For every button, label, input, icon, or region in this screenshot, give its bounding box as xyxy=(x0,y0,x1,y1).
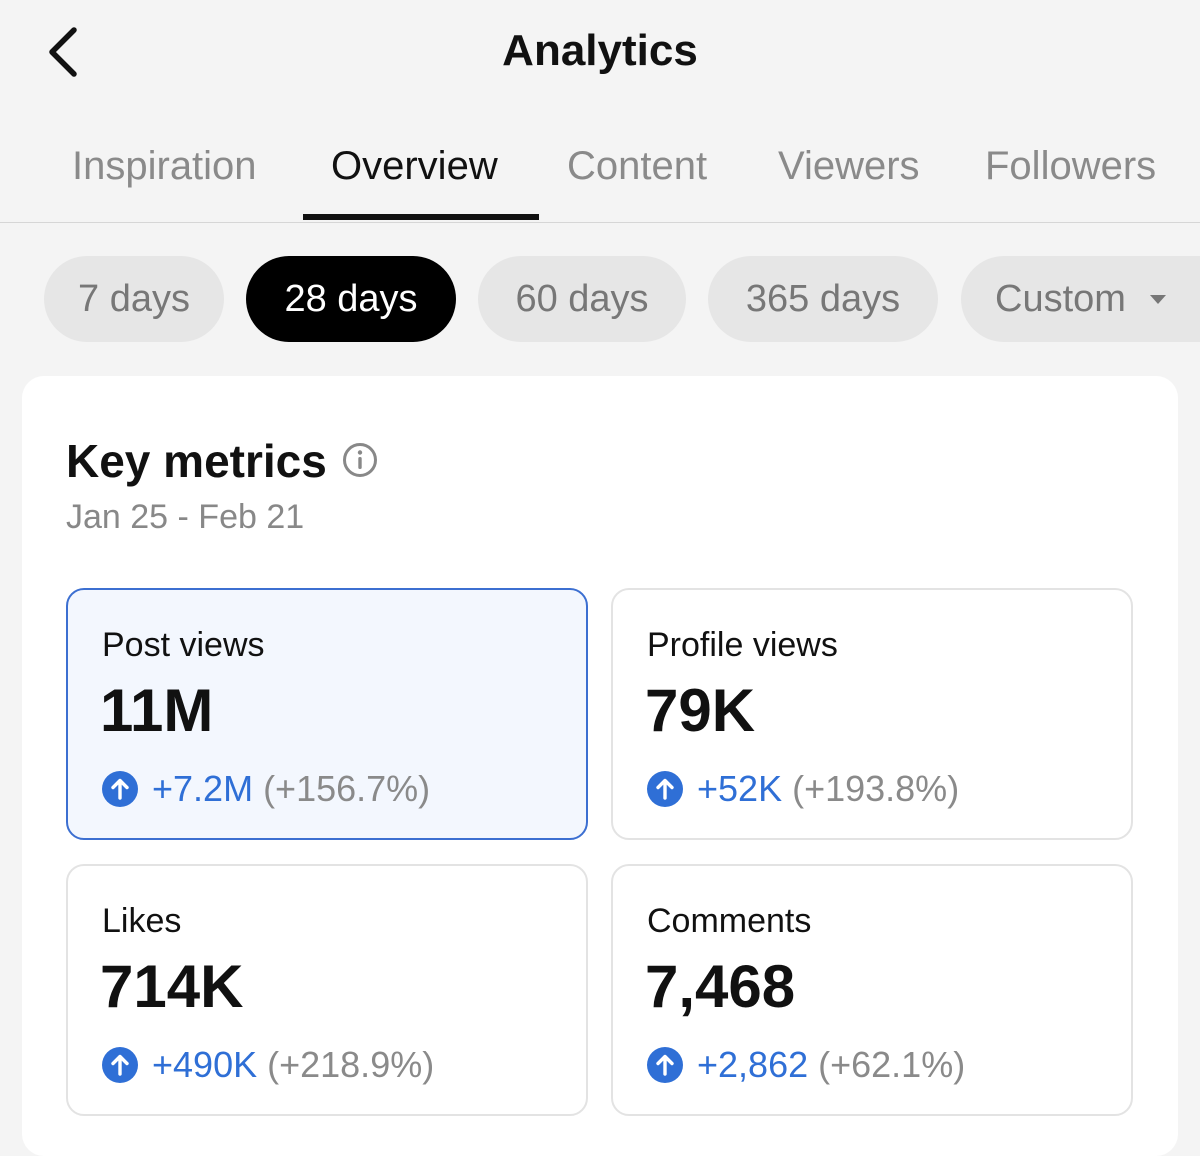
tab-viewers[interactable]: Viewers xyxy=(778,144,920,188)
metric-label: Comments xyxy=(647,902,812,940)
back-button[interactable] xyxy=(36,24,92,80)
analytics-tabs: Inspiration Overview Content Viewers Fol… xyxy=(0,120,1200,223)
info-icon[interactable] xyxy=(342,442,378,478)
page-title: Analytics xyxy=(502,26,698,75)
metric-percent: (+156.7%) xyxy=(263,768,431,809)
metric-change: +52K (+193.8%) xyxy=(647,768,959,810)
range-chip-365-days[interactable]: 365 days xyxy=(708,256,938,342)
range-chip-60-days[interactable]: 60 days xyxy=(478,256,686,342)
metric-delta: +52K xyxy=(697,768,783,809)
metric-delta: +2,862 xyxy=(697,1044,809,1085)
metric-percent: (+193.8%) xyxy=(792,768,960,809)
metric-change: +7.2M (+156.7%) xyxy=(102,768,430,810)
range-chip-label: 28 days xyxy=(284,277,418,320)
range-chip-28-days[interactable]: 28 days xyxy=(246,256,456,342)
arrow-up-circle-icon xyxy=(647,1047,683,1083)
app-header: Analytics xyxy=(0,0,1200,110)
tab-overview[interactable]: Overview xyxy=(331,144,498,188)
metric-value: 7,468 xyxy=(645,953,796,1020)
metric-label: Profile views xyxy=(647,626,838,664)
metric-card-likes[interactable]: Likes 714K +490K (+218.9%) xyxy=(66,864,588,1116)
range-chip-label: 60 days xyxy=(515,277,649,320)
metric-change: +2,862 (+62.1%) xyxy=(647,1044,965,1086)
active-tab-indicator xyxy=(303,214,539,220)
chevron-left-icon xyxy=(49,27,77,77)
range-chip-label: 7 days xyxy=(78,277,190,320)
metric-percent: (+218.9%) xyxy=(267,1044,435,1085)
arrow-up-circle-icon xyxy=(647,771,683,807)
metric-delta: +7.2M xyxy=(152,768,254,809)
arrow-up-circle-icon xyxy=(102,771,138,807)
date-range-label: Jan 25 - Feb 21 xyxy=(66,498,305,536)
metric-percent: (+62.1%) xyxy=(818,1044,966,1085)
metric-value: 714K xyxy=(100,953,244,1020)
caret-down-icon xyxy=(1149,294,1166,304)
tab-content[interactable]: Content xyxy=(567,144,708,188)
metric-change: +490K (+218.9%) xyxy=(102,1044,434,1086)
key-metrics-card: Key metrics Jan 25 - Feb 21 Post views 1… xyxy=(22,376,1178,1156)
metric-card-post-views[interactable]: Post views 11M +7.2M (+156.7%) xyxy=(66,588,588,840)
tab-followers[interactable]: Followers xyxy=(985,144,1157,188)
metric-card-comments[interactable]: Comments 7,468 +2,862 (+62.1%) xyxy=(611,864,1133,1116)
range-chip-label: 365 days xyxy=(745,277,901,320)
metric-card-profile-views[interactable]: Profile views 79K +52K (+193.8%) xyxy=(611,588,1133,840)
metric-value: 11M xyxy=(100,677,214,744)
metric-label: Likes xyxy=(102,902,182,940)
range-chip-7-days[interactable]: 7 days xyxy=(44,256,224,342)
metric-delta: +490K xyxy=(152,1044,258,1085)
date-range-selector: 7 days 28 days 60 days 365 days Custom xyxy=(0,256,1200,342)
range-chip-label: Custom xyxy=(995,277,1126,320)
metric-label: Post views xyxy=(102,626,265,664)
tab-inspiration[interactable]: Inspiration xyxy=(72,144,257,188)
arrow-up-circle-icon xyxy=(102,1047,138,1083)
range-chip-custom[interactable]: Custom xyxy=(961,256,1200,342)
key-metrics-title: Key metrics xyxy=(66,435,327,487)
metric-value: 79K xyxy=(645,677,756,744)
